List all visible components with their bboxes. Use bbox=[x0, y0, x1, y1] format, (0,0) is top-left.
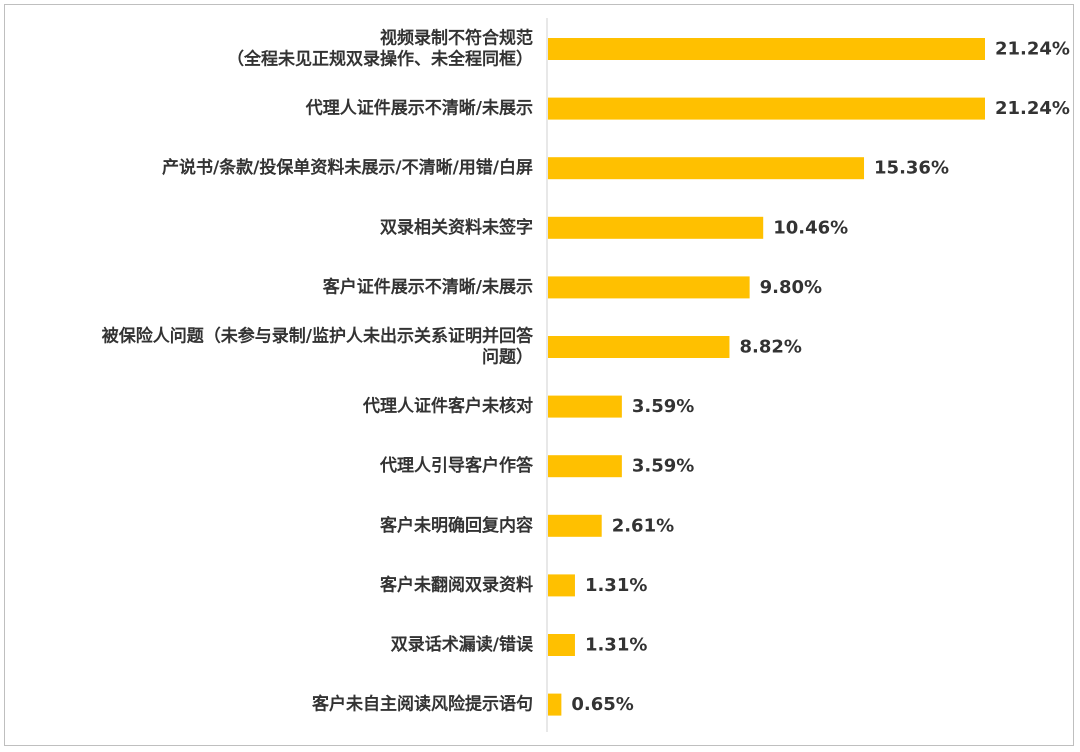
data-label: 21.24% bbox=[995, 98, 1070, 119]
bar bbox=[548, 455, 622, 478]
bars-layer bbox=[548, 38, 985, 716]
bar bbox=[548, 216, 764, 239]
category-labels-layer: 视频录制不符合规范（全程未见正规双录操作、未全程同框） 代理人证件展示不清晰/未展… bbox=[102, 28, 534, 715]
data-label: 3.59% bbox=[632, 396, 694, 417]
data-label: 8.82% bbox=[739, 337, 801, 358]
category-label: 客户未自主阅读风险提示语句 bbox=[311, 694, 533, 715]
data-label: 1.31% bbox=[585, 635, 647, 656]
category-label: 代理人证件客户未核对 bbox=[362, 396, 533, 417]
category-label: 问题） bbox=[482, 347, 533, 368]
category-label: 产说书/条款/投保单资料未展示/不清晰/用错/白屏 bbox=[162, 157, 533, 178]
chart-frame bbox=[4, 4, 1074, 746]
bar bbox=[548, 634, 575, 656]
category-label: 代理人证件展示不清晰/未展示 bbox=[305, 98, 533, 119]
bar bbox=[548, 574, 575, 597]
bar bbox=[548, 693, 562, 716]
bar bbox=[548, 97, 985, 120]
data-label: 2.61% bbox=[612, 515, 674, 536]
category-label: （全程未见正规双录操作、未全程同框） bbox=[227, 49, 533, 70]
data-label: 0.65% bbox=[571, 694, 633, 715]
data-label: 3.59% bbox=[632, 456, 694, 477]
data-label: 1.31% bbox=[585, 575, 647, 596]
bar bbox=[548, 395, 622, 418]
data-label: 21.24% bbox=[995, 39, 1070, 60]
bar bbox=[548, 38, 985, 60]
category-label: 客户证件展示不清晰/未展示 bbox=[322, 276, 533, 297]
category-label: 客户未明确回复内容 bbox=[379, 515, 533, 536]
bar bbox=[548, 336, 730, 358]
data-label: 10.46% bbox=[773, 217, 848, 238]
category-label: 代理人引导客户作答 bbox=[379, 455, 534, 476]
category-label: 客户未翻阅双录资料 bbox=[379, 574, 533, 595]
bar bbox=[548, 276, 750, 299]
category-label: 双录话术漏读/错误 bbox=[391, 634, 534, 655]
bar bbox=[548, 514, 602, 537]
value-labels-layer: 21.24% 21.24% 15.36% 10.46% 9.80% 8.82% 3.59% 3… bbox=[571, 39, 1070, 716]
category-label: 视频录制不符合规范 bbox=[380, 28, 533, 49]
data-label: 9.80% bbox=[760, 277, 822, 298]
category-label: 双录相关资料未签字 bbox=[380, 217, 533, 238]
data-label: 15.36% bbox=[874, 158, 949, 179]
category-label: 被保险人问题（未参与录制/监护人未出示关系证明并回答 bbox=[102, 326, 534, 347]
bar bbox=[548, 157, 865, 180]
